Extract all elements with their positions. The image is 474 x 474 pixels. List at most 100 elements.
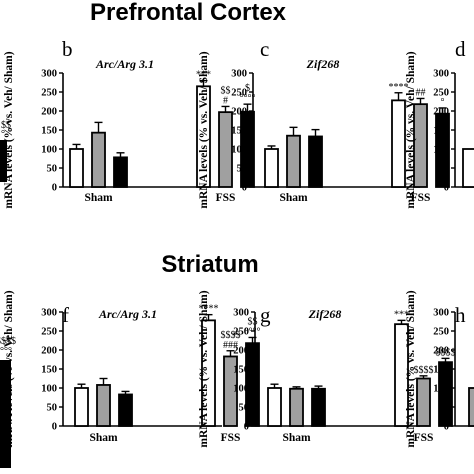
bar-h-0-0 (468, 387, 474, 427)
chart-title-c: Zif268 (306, 57, 340, 71)
category-label-f-0: Sham (89, 432, 118, 444)
y-tick-label-c-1: 50 (237, 164, 248, 175)
y-tick-label-h-0: 0 (444, 422, 449, 433)
y-tick-label-h-5: 250 (433, 327, 449, 338)
significance-b-2-0: $ (245, 83, 250, 94)
y-tick-label-c-5: 250 (231, 88, 247, 99)
category-label-c-0: Sham (279, 192, 308, 204)
bar-c-0-2 (308, 135, 323, 188)
fragment-panel-a: $$ ° (0, 120, 11, 182)
y-tick-label-b-0: 0 (52, 183, 57, 194)
chart-panel-b: b Arc/Arg 3.1 mRNA levels (% vs. Veh/ Sham… (3, 37, 256, 209)
y-tick-label-b-3: 150 (41, 126, 57, 137)
chart-title-b: Arc/Arg 3.1 (95, 57, 154, 71)
bar-g-1-1 (416, 377, 431, 427)
y-tick-label-g-6: 300 (233, 308, 249, 319)
y-tick-label-c-3: 150 (231, 126, 247, 137)
y-tick-label-f-4: 200 (41, 346, 57, 357)
y-tick-label-b-5: 250 (41, 88, 57, 99)
category-label-f-1: FSS (221, 432, 241, 444)
category-label-c-1: FSS (411, 192, 431, 204)
bar-b-0-1 (91, 131, 106, 188)
y-tick-label-g-1: 50 (239, 403, 250, 414)
significance-g-0-0: *** (394, 309, 409, 320)
y-tick-label-h-6: 300 (433, 308, 449, 319)
chart-panel-h: h mRNA levels (% vs. Veh/ Sham) 0 50 100 150 2… (405, 290, 474, 448)
bar-g-0-1 (289, 387, 304, 427)
fragment-label-a: $$ (1, 120, 11, 131)
bar-g-0-2 (311, 387, 326, 427)
fragment-label2-a: ° (1, 129, 5, 140)
chart-title-f: Arc/Arg 3.1 (98, 307, 157, 321)
significance-f-0-0: **** (199, 304, 219, 315)
y-axis-label-c: mRNA levels (% vs. Veh/ Sham) (198, 51, 210, 208)
significance-c-0-0: **** (389, 82, 409, 93)
category-label-g-0: Sham (282, 432, 311, 444)
section-title-striatum: Striatum (161, 251, 258, 278)
fragment-label-e: $$$$ (0, 336, 16, 347)
y-tick-label-d-2: 100 (433, 145, 449, 156)
significance-b-1-1: # (223, 95, 228, 106)
category-label-b-0: Sham (84, 192, 113, 204)
y-tick-label-f-5: 250 (41, 327, 57, 338)
chart-panel-c: c Zif268 mRNA levels (% vs. Veh/ Sham) 0 50 1… (198, 37, 450, 209)
significance-f-1-0: $$$$ (221, 330, 241, 341)
y-axis-label-h: mRNA levels (% vs. Veh/ Sham) (405, 290, 417, 447)
y-tick-label-b-6: 300 (41, 69, 57, 80)
category-label-b-1: FSS (216, 192, 236, 204)
y-tick-label-b-4: 200 (41, 107, 57, 118)
significance-c-1-0: ## (416, 87, 426, 98)
y-tick-label-d-4: 200 (433, 107, 449, 118)
chart-panel-f: f Arc/Arg 3.1 mRNA levels (% vs. Veh/ Sham… (3, 290, 261, 447)
significance-b-0-0: *** (196, 70, 211, 81)
bar-b-0-0 (69, 148, 84, 188)
y-axis-label-d: mRNA levels (% vs. Veh/ Sham) (405, 51, 417, 208)
y-tick-label-d-3: 150 (433, 126, 449, 137)
y-axis-label-g: mRNA levels (% vs. Veh/ Sham) (198, 290, 210, 447)
significance-f-2-1: °°°° (245, 326, 261, 337)
significance-g-1-0: $$$$ (414, 365, 434, 376)
bar-c-0-1 (286, 134, 301, 188)
fragment-bar-a (0, 140, 7, 182)
bar-f-0-0 (74, 387, 89, 427)
y-tick-label-h-1: 50 (439, 403, 450, 414)
y-tick-label-d-5: 250 (433, 88, 449, 99)
bar-f-0-2 (118, 393, 133, 427)
bar-d-0-0 (462, 148, 474, 188)
y-tick-label-c-4: 200 (231, 107, 247, 118)
significance-c-2-0: ° (441, 97, 445, 108)
y-tick-label-h-3: 150 (433, 365, 449, 376)
significance-g-2-0: $$$$ (436, 347, 456, 358)
bar-c-1-0 (391, 99, 406, 188)
panel-letter-f: f (62, 303, 69, 327)
y-tick-label-c-0: 0 (242, 183, 247, 194)
y-tick-label-c-6: 300 (231, 69, 247, 80)
significance-b-1-0: $$ (221, 85, 231, 96)
panel-letter-b: b (62, 37, 73, 61)
bar-f-0-1 (96, 384, 111, 427)
fragment-label2-e: °°°° (0, 346, 12, 357)
panel-letter-h: h (455, 303, 466, 327)
panel-letter-g: g (260, 303, 271, 327)
y-tick-label-c-2: 100 (231, 145, 247, 156)
y-tick-label-f-0: 0 (52, 422, 57, 433)
chart-panel-d: d mRNA levels (% vs. Veh/ Sham) 0 50 100 150 2… (405, 37, 474, 209)
y-tick-label-g-0: 0 (244, 422, 249, 433)
y-tick-label-d-1: 50 (439, 164, 450, 175)
y-tick-label-h-2: 100 (433, 384, 449, 395)
chart-title-g: Zif268 (308, 307, 342, 321)
y-tick-label-f-3: 150 (41, 365, 57, 376)
significance-b-2-1: °°°° (240, 93, 256, 104)
y-tick-label-g-4: 200 (233, 346, 249, 357)
chart-panel-g: g Zif268 mRNA levels (% vs. Veh/ Sham) 0 50 1… (198, 290, 456, 447)
y-tick-label-f-6: 300 (41, 308, 57, 319)
y-axis-label-b: mRNA levels (% vs. Veh/ Sham) (3, 51, 15, 208)
section-title-prefrontal: Prefrontal Cortex (90, 0, 287, 26)
significance-f-1-1: ### (223, 340, 238, 351)
fragment-bar-e (0, 360, 11, 468)
category-label-g-1: FSS (414, 432, 434, 444)
panel-letter-c: c (260, 37, 269, 61)
fragment-panel-e: $$$$ °°°° (0, 336, 16, 468)
y-tick-label-d-0: 0 (444, 183, 449, 194)
